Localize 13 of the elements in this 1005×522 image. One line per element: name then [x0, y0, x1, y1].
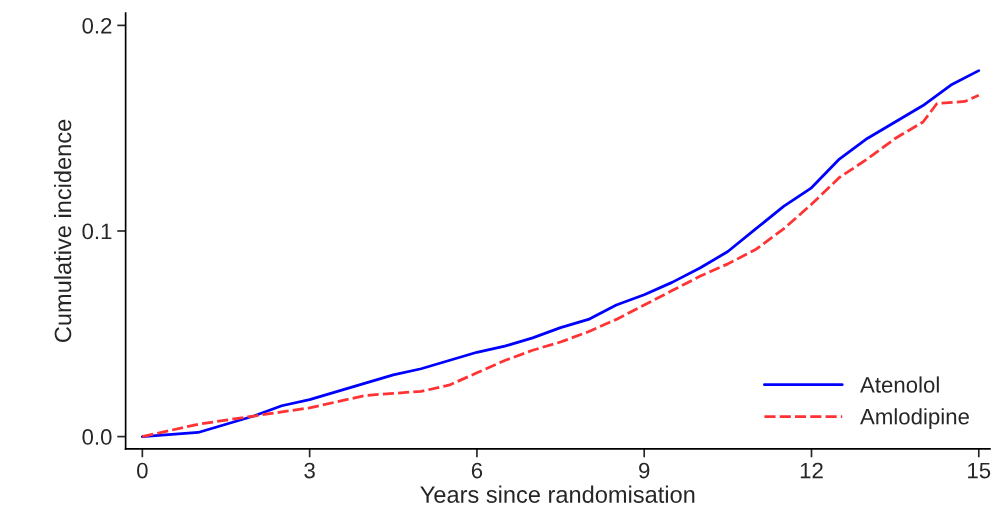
x-tick-label: 0	[137, 462, 148, 479]
y-axis-title: Cumulative incidence	[53, 119, 72, 342]
y-tick-label: 0.0	[82, 429, 112, 445]
x-axis-title: Years since randomisation	[420, 485, 695, 503]
y-tick-label: 0.1	[82, 223, 112, 240]
x-tick-label: 9	[639, 462, 650, 479]
y-tick-label: 0.2	[82, 17, 112, 34]
legend-label: Atenolol	[860, 376, 939, 393]
x-tick-label: 12	[800, 462, 823, 479]
x-tick-label: 6	[471, 462, 483, 479]
legend-label: Amlodipine	[860, 408, 969, 429]
x-tick-label: 3	[304, 462, 315, 479]
x-tick-label: 15	[968, 462, 991, 479]
